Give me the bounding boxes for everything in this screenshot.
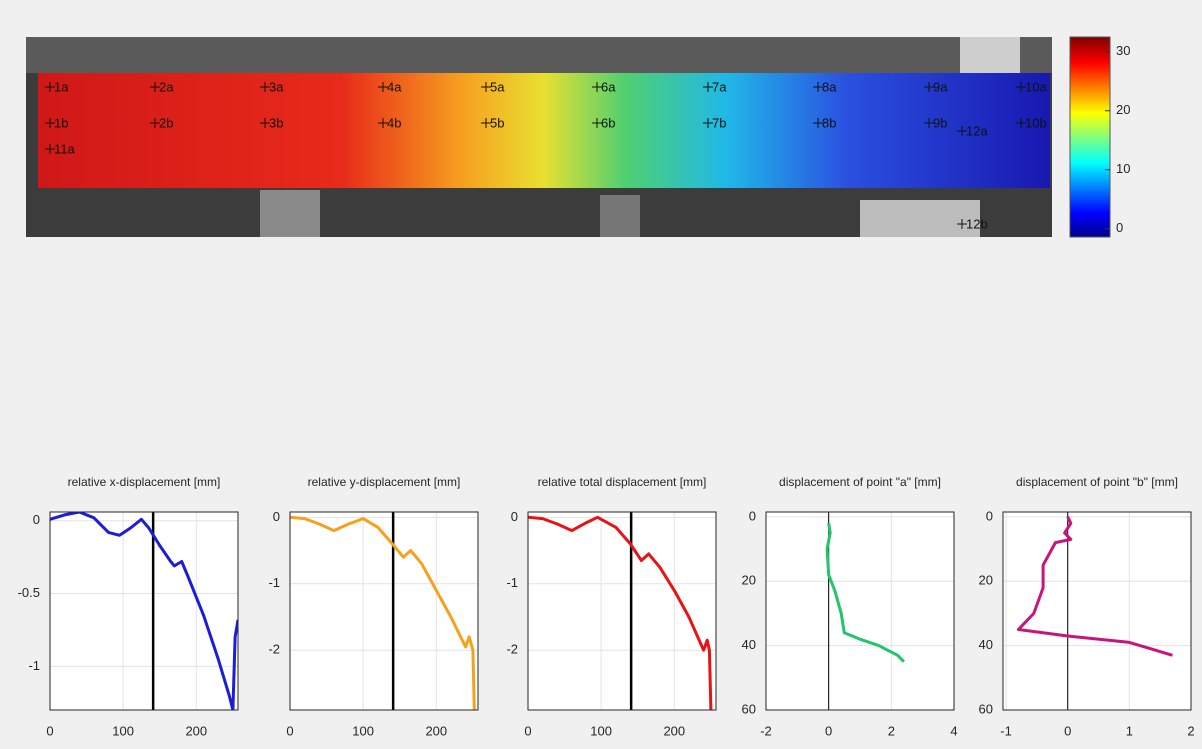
x-tick-label: -1 bbox=[1000, 723, 1012, 738]
x-tick-label: 0 bbox=[46, 723, 53, 738]
point-label: 2b bbox=[159, 115, 173, 130]
point-label: 1a bbox=[54, 79, 69, 94]
colorbar bbox=[1070, 37, 1110, 237]
point-label: 7b bbox=[712, 115, 726, 130]
plot-area bbox=[528, 512, 716, 710]
point-label: 8a bbox=[822, 79, 837, 94]
plot-area bbox=[1003, 512, 1191, 710]
y-tick-label: -1 bbox=[506, 575, 518, 590]
y-tick-label: 40 bbox=[979, 637, 993, 652]
point-label: 10b bbox=[1025, 115, 1047, 130]
y-tick-label: 0 bbox=[749, 508, 756, 523]
panel-title: displacement of point "a" [mm] bbox=[779, 475, 941, 489]
point-label: 9a bbox=[933, 79, 948, 94]
panel-title: displacement of point "b" [mm] bbox=[1016, 475, 1178, 489]
colorbar-tick-label: 20 bbox=[1116, 102, 1130, 117]
point-label: 12a bbox=[966, 123, 988, 138]
y-tick-label: -1 bbox=[28, 658, 40, 673]
x-tick-label: 0 bbox=[524, 723, 531, 738]
point-label: 3a bbox=[269, 79, 284, 94]
x-tick-label: 0 bbox=[825, 723, 832, 738]
x-tick-label: 2 bbox=[888, 723, 895, 738]
point-label: 8b bbox=[822, 115, 836, 130]
point-label: 1b bbox=[54, 115, 68, 130]
y-tick-label: 40 bbox=[742, 637, 756, 652]
x-tick-label: 200 bbox=[425, 723, 447, 738]
colorbar-tick-label: 30 bbox=[1116, 43, 1130, 58]
point-label: 5a bbox=[490, 79, 505, 94]
point-label: 5b bbox=[490, 115, 504, 130]
y-tick-label: 60 bbox=[742, 701, 756, 716]
plot-area bbox=[766, 512, 954, 710]
point-label: 9b bbox=[933, 115, 947, 130]
point-label: 4a bbox=[387, 79, 402, 94]
point-label: 10a bbox=[1025, 79, 1047, 94]
y-tick-label: -0.5 bbox=[18, 585, 40, 600]
y-tick-label: -2 bbox=[506, 642, 518, 657]
y-tick-label: -2 bbox=[268, 642, 280, 657]
point-label: 6b bbox=[601, 115, 615, 130]
point-label: 7a bbox=[712, 79, 727, 94]
y-tick-label: 0 bbox=[511, 509, 518, 524]
x-tick-label: 200 bbox=[663, 723, 685, 738]
y-tick-label: 20 bbox=[742, 573, 756, 588]
point-label: 6a bbox=[601, 79, 616, 94]
point-label: 3b bbox=[269, 115, 283, 130]
x-tick-label: 100 bbox=[590, 723, 612, 738]
plot-area bbox=[290, 512, 478, 710]
colorbar-tick-label: 0 bbox=[1116, 220, 1123, 235]
photo bbox=[26, 37, 1052, 237]
x-tick-label: -2 bbox=[760, 723, 772, 738]
x-tick-label: 1 bbox=[1126, 723, 1133, 738]
y-tick-label: 20 bbox=[979, 573, 993, 588]
figure: 1a 2a 3a 4a 5a 6a 7a 8a 9a 10a 1b 2b 3b 4b 5b 6b 7b 8b 9b 1… bbox=[0, 0, 1202, 749]
panel-title: relative y-displacement [mm] bbox=[308, 475, 461, 489]
point-label: 4b bbox=[387, 115, 401, 130]
x-tick-label: 100 bbox=[112, 723, 134, 738]
x-tick-label: 2 bbox=[1187, 723, 1194, 738]
x-tick-label: 4 bbox=[950, 723, 957, 738]
y-tick-label: 60 bbox=[979, 701, 993, 716]
plot-area bbox=[50, 512, 238, 710]
point-label: 11a bbox=[54, 141, 75, 156]
x-tick-label: 100 bbox=[352, 723, 374, 738]
y-tick-label: 0 bbox=[986, 508, 993, 523]
x-tick-label: 0 bbox=[1064, 723, 1071, 738]
y-tick-label: -1 bbox=[268, 575, 280, 590]
panel-title: relative x-displacement [mm] bbox=[68, 475, 221, 489]
y-tick-label: 0 bbox=[273, 509, 280, 524]
y-tick-label: 0 bbox=[33, 512, 40, 527]
colorbar-tick-label: 10 bbox=[1116, 161, 1130, 176]
x-tick-label: 200 bbox=[185, 723, 207, 738]
point-label: 12b bbox=[966, 216, 988, 231]
x-tick-label: 0 bbox=[286, 723, 293, 738]
point-label: 2a bbox=[159, 79, 174, 94]
panel-title: relative total displacement [mm] bbox=[538, 475, 707, 489]
